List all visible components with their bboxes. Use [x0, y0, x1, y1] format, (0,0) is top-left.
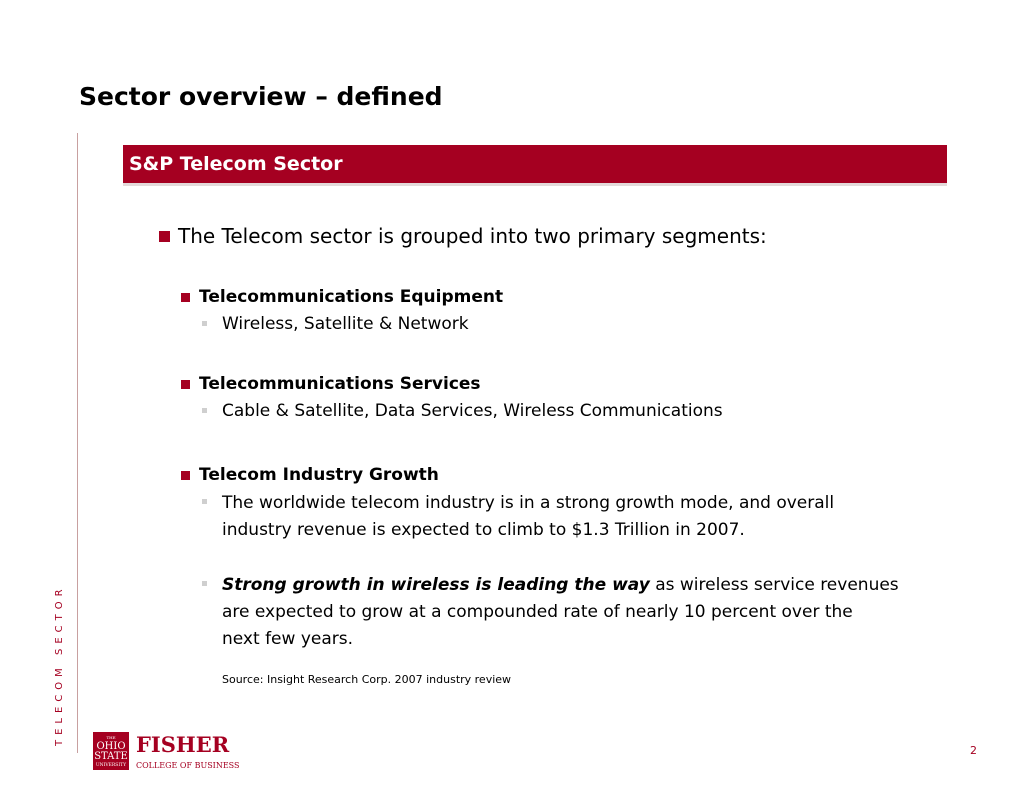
sub-bullet-icon	[202, 321, 207, 326]
segment-detail: Cable & Satellite, Data Services, Wirele…	[222, 401, 723, 421]
bullet-square-icon	[181, 380, 190, 389]
banner-title: S&P Telecom Sector	[129, 153, 343, 175]
seal-the: THE	[106, 735, 115, 740]
intro-text: The Telecom sector is grouped into two p…	[178, 224, 767, 248]
seal-university: UNIVERSITY	[96, 762, 127, 768]
seal-state: STATE	[94, 751, 128, 762]
segment-detail: Wireless, Satellite & Network	[222, 314, 469, 334]
sub-bullet-icon	[202, 499, 207, 504]
fisher-college-logo: THE OHIO STATE UNIVERSITY FISHER COLLEGE…	[93, 732, 243, 772]
seal-ohio: OHIO	[96, 741, 125, 752]
growth-rest-2: are expected to grow at a compounded rat…	[222, 602, 853, 622]
section-banner: S&P Telecom Sector	[123, 145, 947, 186]
source-note: Source: Insight Research Corp. 2007 indu…	[222, 673, 512, 686]
bullet-square-icon	[159, 231, 170, 242]
segment-heading: Telecommunications Services	[199, 374, 481, 394]
bullet-square-icon	[181, 471, 190, 480]
logo-college: COLLEGE OF BUSINESS	[136, 761, 240, 770]
slide-title: Sector overview – defined	[79, 82, 443, 111]
vertical-divider	[77, 133, 78, 753]
side-section-label: TELECOM SECTOR	[54, 584, 65, 746]
growth-emphasis: Strong growth in wireless is leading the…	[222, 575, 650, 595]
growth-emphasis-line: Strong growth in wireless is leading the…	[222, 575, 899, 595]
segment-heading: Telecom Industry Growth	[199, 465, 439, 485]
bullet-square-icon	[181, 293, 190, 302]
logo-graphic: THE OHIO STATE UNIVERSITY FISHER COLLEGE…	[93, 732, 240, 770]
growth-line-1: The worldwide telecom industry is in a s…	[222, 493, 835, 513]
sub-bullet-icon	[202, 408, 207, 413]
growth-line-2: industry revenue is expected to climb to…	[222, 520, 745, 540]
segment-heading: Telecommunications Equipment	[199, 287, 504, 307]
page-number: 2	[970, 744, 977, 757]
growth-rest-3: next few years.	[222, 629, 354, 649]
sub-bullet-icon	[202, 581, 207, 586]
logo-fisher: FISHER	[136, 732, 230, 757]
growth-rest-1: as wireless service revenues	[649, 575, 899, 595]
